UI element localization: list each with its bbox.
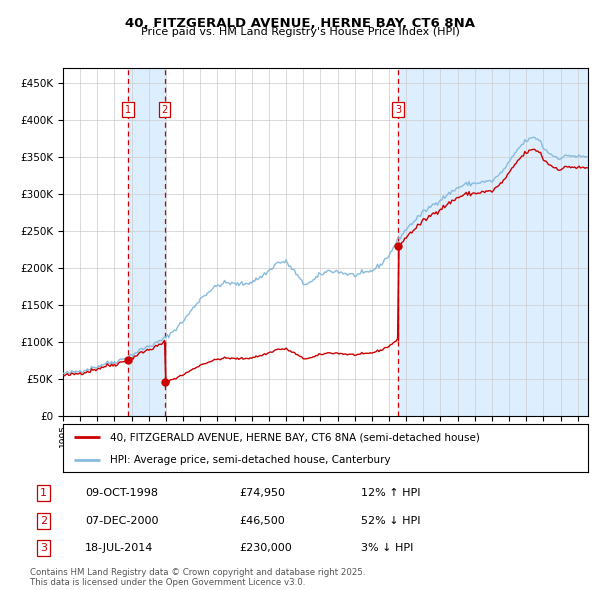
Text: 2: 2 (161, 104, 168, 114)
Text: HPI: Average price, semi-detached house, Canterbury: HPI: Average price, semi-detached house,… (110, 455, 391, 465)
Text: 18-JUL-2014: 18-JUL-2014 (85, 543, 154, 553)
Text: 40, FITZGERALD AVENUE, HERNE BAY, CT6 8NA: 40, FITZGERALD AVENUE, HERNE BAY, CT6 8N… (125, 17, 475, 30)
Text: 1: 1 (40, 489, 47, 498)
Text: 3: 3 (395, 104, 401, 114)
Text: 2: 2 (40, 516, 47, 526)
Text: Contains HM Land Registry data © Crown copyright and database right 2025.
This d: Contains HM Land Registry data © Crown c… (30, 568, 365, 587)
Text: £46,500: £46,500 (240, 516, 286, 526)
Text: £230,000: £230,000 (240, 543, 293, 553)
Text: 07-DEC-2000: 07-DEC-2000 (85, 516, 158, 526)
Text: 09-OCT-1998: 09-OCT-1998 (85, 489, 158, 498)
Text: 3: 3 (40, 543, 47, 553)
Text: 40, FITZGERALD AVENUE, HERNE BAY, CT6 8NA (semi-detached house): 40, FITZGERALD AVENUE, HERNE BAY, CT6 8N… (110, 432, 480, 442)
Text: 12% ↑ HPI: 12% ↑ HPI (361, 489, 421, 498)
Text: £74,950: £74,950 (240, 489, 286, 498)
Text: Price paid vs. HM Land Registry's House Price Index (HPI): Price paid vs. HM Land Registry's House … (140, 27, 460, 37)
Text: 3% ↓ HPI: 3% ↓ HPI (361, 543, 413, 553)
Text: 1: 1 (125, 104, 131, 114)
Text: 52% ↓ HPI: 52% ↓ HPI (361, 516, 421, 526)
Bar (398, 68, 588, 416)
Bar (128, 68, 164, 416)
